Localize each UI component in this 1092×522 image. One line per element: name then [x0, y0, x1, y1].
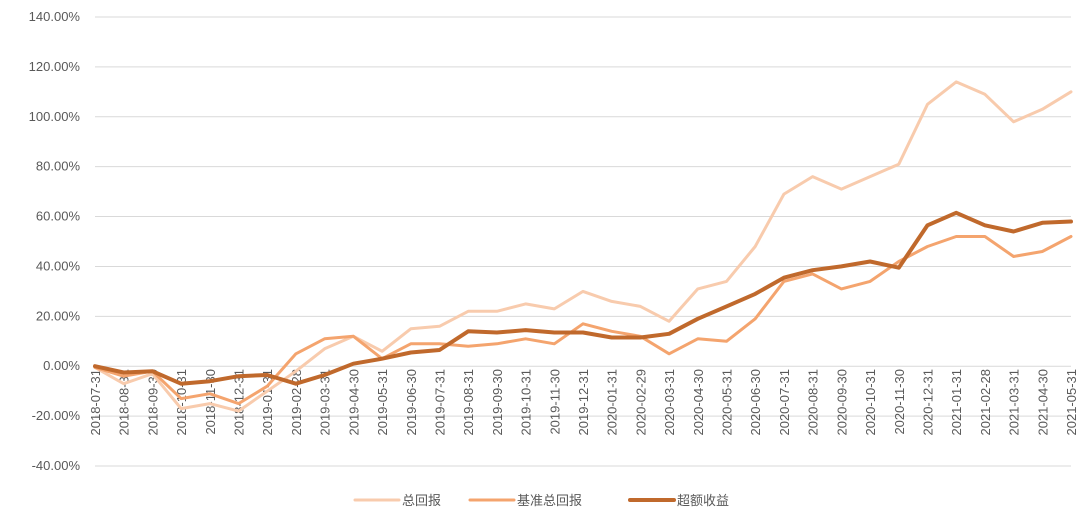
- x-tick-label: 2019-12-31: [576, 369, 591, 436]
- y-tick-label: 40.00%: [36, 258, 81, 273]
- y-tick-label: 60.00%: [36, 209, 81, 224]
- y-tick-label: -40.00%: [32, 458, 81, 473]
- x-tick-label: 2020-01-31: [605, 369, 620, 436]
- x-tick-label: 2021-02-28: [978, 369, 993, 436]
- series-lines: [93, 80, 1073, 413]
- x-tick-label: 2020-03-31: [662, 369, 677, 436]
- x-tick-label: 2019-01-31: [260, 369, 275, 436]
- x-tick-label: 2019-07-31: [432, 369, 447, 436]
- x-tick-label: 2020-06-30: [748, 369, 763, 436]
- legend-label: 总回报: [402, 494, 441, 509]
- legend: 总回报 基准总回报 超额收益: [353, 494, 729, 509]
- x-tick-label: 2021-04-30: [1035, 369, 1050, 436]
- y-axis-tick-labels: -40.00% -20.00% 0.00% 20.00% 40.00% 60.00% 80.…: [29, 9, 81, 473]
- x-tick-label: 2020-02-29: [633, 369, 648, 436]
- x-tick-label: 2018-11-30: [203, 369, 218, 435]
- x-tick-label: 2018-10-31: [174, 369, 189, 436]
- x-tick-label: 2019-05-31: [375, 369, 390, 436]
- x-tick-label: 2019-02-28: [289, 369, 304, 436]
- x-tick-label: 2020-05-31: [720, 369, 735, 436]
- x-tick-label: 2018-09-30: [145, 369, 160, 436]
- x-tick-label: 2018-07-31: [88, 369, 103, 436]
- x-tick-label: 2021-01-31: [949, 369, 964, 436]
- legend-label: 基准总回报: [517, 494, 582, 509]
- x-tick-label: 2019-08-31: [461, 369, 476, 436]
- y-tick-label: 100.00%: [29, 109, 81, 124]
- x-tick-label: 2020-08-31: [806, 369, 821, 436]
- x-tick-label: 2019-11-30: [547, 369, 562, 435]
- y-tick-label: -20.00%: [32, 408, 81, 423]
- x-tick-label: 2020-04-30: [691, 369, 706, 436]
- x-tick-label: 2021-03-31: [1007, 369, 1022, 436]
- x-tick-label: 2020-09-30: [834, 369, 849, 436]
- series-line-3: [93, 210, 1073, 386]
- x-tick-label: 2018-08-31: [117, 369, 132, 436]
- x-tick-label: 2021-05-31: [1064, 369, 1079, 436]
- x-tick-label: 2020-12-31: [920, 369, 935, 436]
- y-tick-label: 80.00%: [36, 159, 81, 174]
- x-tick-label: 2019-10-31: [519, 369, 534, 436]
- x-axis-tick-labels: 2018-07-31 2018-08-31 2018-09-30 2018-10-31…: [88, 369, 1079, 436]
- series-line-1: [93, 80, 1073, 413]
- y-tick-label: 140.00%: [29, 9, 81, 24]
- y-tick-label: 0.00%: [43, 358, 80, 373]
- x-tick-label: 2019-03-31: [318, 369, 333, 436]
- y-tick-label: 120.00%: [29, 59, 81, 74]
- x-tick-label: 2019-06-30: [404, 369, 419, 436]
- x-tick-label: 2019-09-30: [490, 369, 505, 436]
- legend-label: 超额收益: [677, 494, 729, 509]
- grid-lines: [95, 16, 1071, 467]
- x-tick-label: 2020-07-31: [777, 369, 792, 436]
- x-tick-label: 2020-10-31: [863, 369, 878, 436]
- x-tick-label: 2020-11-30: [892, 369, 907, 435]
- y-tick-label: 20.00%: [36, 308, 81, 323]
- x-tick-label: 2019-04-30: [346, 369, 361, 436]
